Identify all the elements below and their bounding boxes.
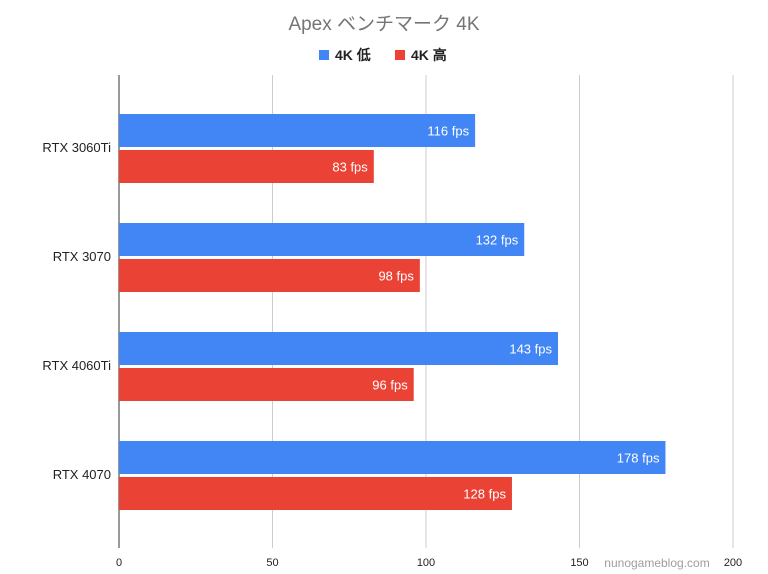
category-label: RTX 3070 [53,249,111,264]
chart-title: Apex ベンチマーク 4K [288,13,479,35]
category-label: RTX 3060Ti [42,140,111,155]
bar [119,150,374,183]
x-tick-labels: 0 50 100 150 200 [116,557,742,569]
x-tick-label: 200 [724,557,742,569]
category-labels: RTX 3060Ti RTX 3070 RTX 4060Ti RTX 4070 [42,140,111,482]
category-label: RTX 4070 [53,467,111,482]
data-label: 83 fps [332,160,368,175]
watermark: nunogameblog.com [604,556,709,570]
data-label: 116 fps [427,124,469,139]
bars: 116 fps 83 fps 132 fps 98 fps 143 fps 96 fps 1… [119,114,666,510]
data-label: 98 fps [378,269,414,284]
x-tick-label: 100 [417,557,435,569]
bar [119,332,559,365]
x-tick-label: 0 [116,557,122,569]
legend-swatch [319,50,329,60]
data-label: 178 fps [617,451,660,466]
x-tick-label: 50 [266,557,278,569]
data-label: 96 fps [372,378,408,393]
data-label: 132 fps [476,233,519,248]
bar [119,368,414,401]
legend-label: 4K 高 [411,47,447,63]
legend-swatch [395,50,405,60]
x-tick-label: 150 [570,557,588,569]
bar [119,441,666,474]
data-label: 143 fps [509,342,552,357]
bar [119,114,476,147]
data-label: 128 fps [463,487,506,502]
bar [119,477,512,510]
legend: 4K 低 4K 高 [319,47,447,63]
category-label: RTX 4060Ti [42,358,111,373]
bar [119,259,420,292]
bar [119,223,525,256]
legend-label: 4K 低 [335,47,371,63]
